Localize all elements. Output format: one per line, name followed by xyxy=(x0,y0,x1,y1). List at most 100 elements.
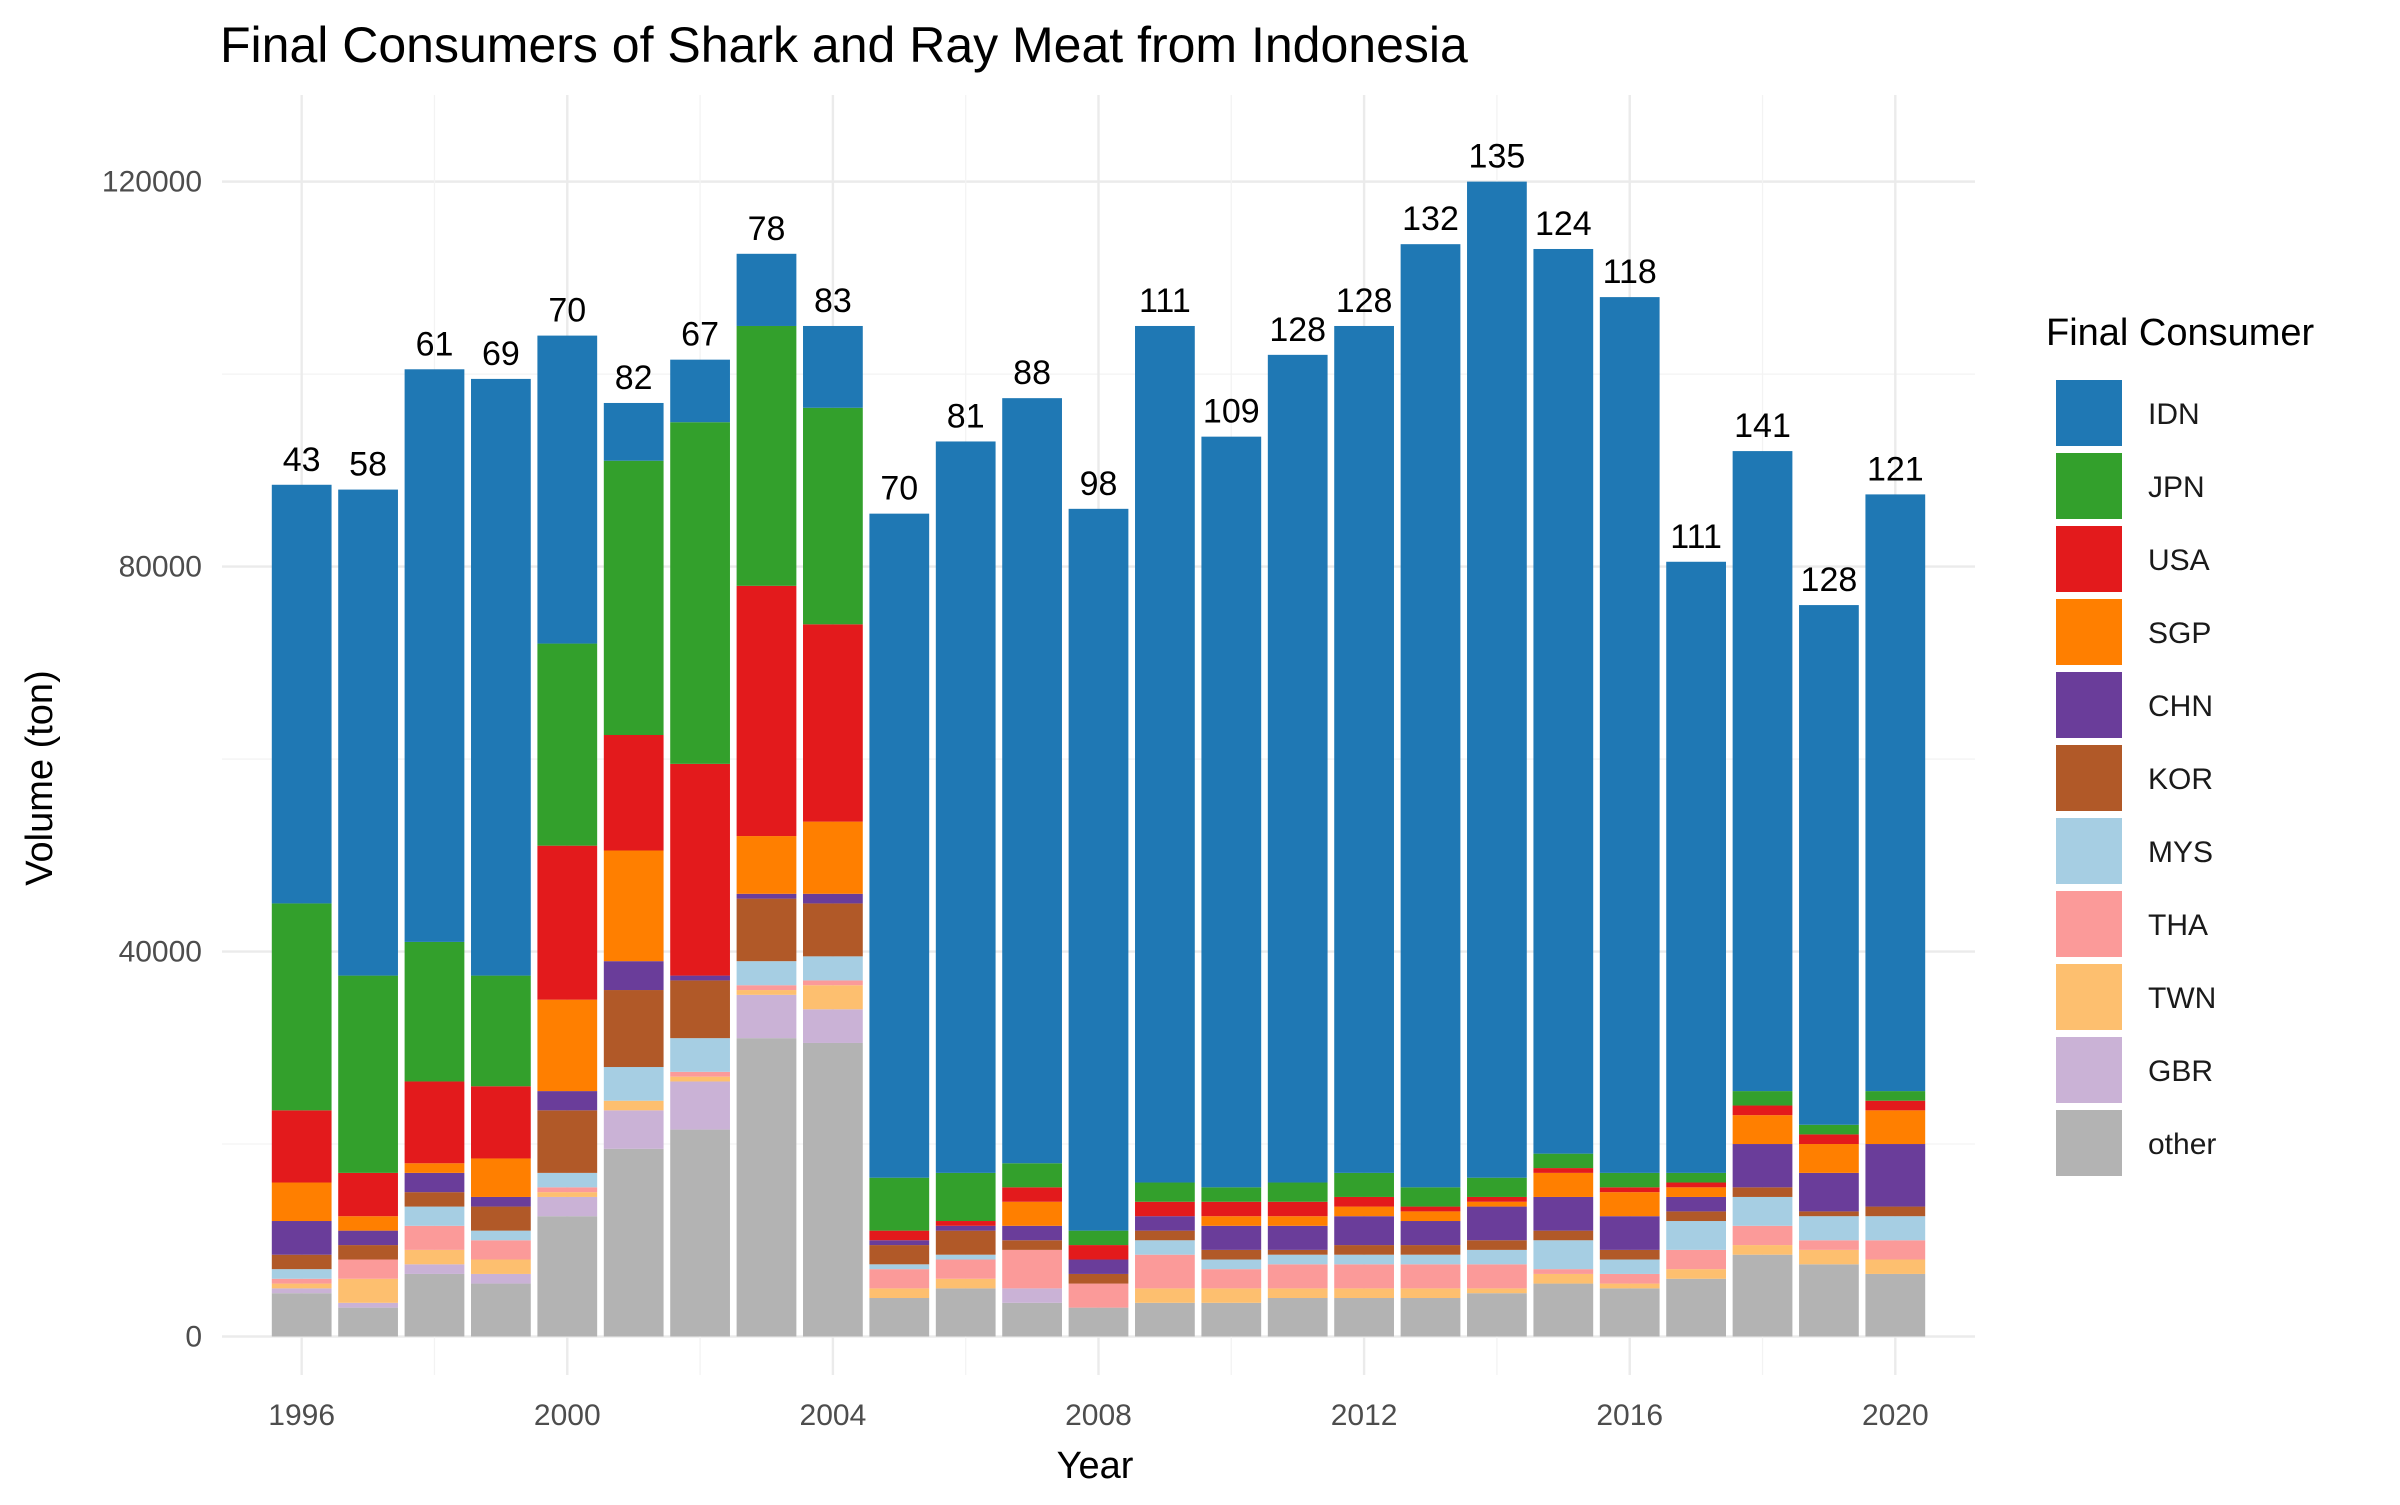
bar-segment-idn-2013 xyxy=(1400,244,1461,1188)
legend-title: Final Consumer xyxy=(2046,312,2315,354)
legend-item-chn: CHN xyxy=(2056,672,2213,738)
bar-segment-other-2008 xyxy=(1068,1307,1129,1337)
bar-segment-twn-2019 xyxy=(1799,1249,1859,1265)
bar-segment-mys-2006 xyxy=(935,1254,996,1260)
bar-segment-idn-2018 xyxy=(1732,451,1793,1092)
bar-segment-usa-2010 xyxy=(1201,1201,1262,1217)
x-tick-label: 2012 xyxy=(1331,1399,1398,1432)
x-tick-label: 2016 xyxy=(1596,1399,1663,1432)
bar-segment-jpn-2005 xyxy=(869,1177,930,1231)
bar-segment-mys-1996 xyxy=(271,1269,332,1279)
bar-segment-other-2006 xyxy=(935,1288,996,1337)
bar-segment-other-2000 xyxy=(537,1216,598,1337)
bar-segment-tha-1996 xyxy=(271,1278,332,1284)
bar-segment-gbr-2002 xyxy=(670,1081,730,1130)
bar-segment-sgp-2012 xyxy=(1334,1206,1394,1217)
bar-segment-chn-1999 xyxy=(471,1196,531,1207)
bar-segment-usa-2000 xyxy=(537,845,598,1000)
bar-segment-idn-2001 xyxy=(603,402,664,461)
bar-segment-idn-1999 xyxy=(471,378,531,976)
bar-segment-usa-2002 xyxy=(670,763,730,976)
bar-segment-mys-2015 xyxy=(1533,1240,1594,1270)
bar-segment-chn-2008 xyxy=(1068,1259,1129,1274)
x-tick-label: 2000 xyxy=(534,1399,601,1432)
x-tick-label: 2004 xyxy=(800,1399,867,1432)
legend-swatch-tha xyxy=(2056,891,2122,957)
legend-label: USA xyxy=(2148,544,2210,577)
bar-segment-idn-1997 xyxy=(338,489,398,976)
bar-segment-chn-2009 xyxy=(1135,1216,1195,1231)
bar-segment-tha-1999 xyxy=(471,1240,531,1260)
bar-segment-usa-2018 xyxy=(1732,1105,1793,1116)
y-tick-label: 80000 xyxy=(119,551,202,584)
bar-segment-kor-2012 xyxy=(1334,1245,1394,1255)
bar-segment-jpn-1998 xyxy=(404,941,465,1082)
bar-segment-idn-2006 xyxy=(935,441,996,1173)
bar-segment-tha-2017 xyxy=(1666,1249,1726,1270)
bar-segment-mys-2019 xyxy=(1799,1216,1859,1241)
bar-label-2012: 128 xyxy=(1336,282,1393,320)
bar-segment-chn-2011 xyxy=(1267,1225,1328,1250)
bar-segment-idn-2019 xyxy=(1799,605,1859,1125)
bar-segment-usa-2001 xyxy=(603,735,664,851)
bar-segment-mys-2011 xyxy=(1267,1254,1328,1265)
bar-segment-tha-2005 xyxy=(869,1269,930,1289)
bar-segment-kor-2013 xyxy=(1400,1245,1461,1255)
bar-segment-twn-2016 xyxy=(1599,1283,1660,1289)
bar-segment-usa-2003 xyxy=(736,585,797,837)
bar-segment-chn-2013 xyxy=(1400,1221,1461,1246)
bar-segment-sgp-2000 xyxy=(537,999,598,1092)
legend-label: IDN xyxy=(2148,398,2200,431)
bar-segment-usa-2004 xyxy=(803,624,863,822)
bar-label-2002: 67 xyxy=(681,316,719,354)
bar-segment-kor-2006 xyxy=(935,1230,996,1255)
bar-segment-jpn-2018 xyxy=(1732,1091,1793,1106)
bar-segment-usa-1998 xyxy=(404,1081,465,1164)
bar-segment-twn-1998 xyxy=(404,1249,465,1265)
bar-segment-usa-1996 xyxy=(271,1110,332,1183)
bar-segment-kor-2000 xyxy=(537,1110,598,1173)
bar-segment-mys-2000 xyxy=(537,1172,598,1188)
bar-segment-jpn-2014 xyxy=(1467,1177,1527,1197)
bar-segment-chn-1996 xyxy=(271,1221,332,1255)
bar-segment-sgp-2014 xyxy=(1467,1201,1527,1207)
bar-segment-usa-2007 xyxy=(1002,1187,1062,1202)
bar-segment-tha-2020 xyxy=(1865,1240,1926,1260)
bar-segment-usa-2016 xyxy=(1599,1187,1660,1193)
legend-swatch-other xyxy=(2056,1110,2122,1176)
bar-segment-other-2009 xyxy=(1135,1302,1195,1337)
legend-item-sgp: SGP xyxy=(2056,599,2211,665)
legend-swatch-twn xyxy=(2056,964,2122,1030)
bar-segment-usa-2008 xyxy=(1068,1245,1129,1260)
bar-segment-other-2013 xyxy=(1400,1298,1461,1337)
bar-label-2007: 88 xyxy=(1013,354,1051,392)
bar-label-1999: 69 xyxy=(482,335,520,373)
bar-segment-twn-2012 xyxy=(1334,1288,1394,1299)
bar-segment-usa-2019 xyxy=(1799,1134,1859,1145)
legend-item-kor: KOR xyxy=(2056,745,2213,811)
y-axis-title: Volume (ton) xyxy=(19,670,61,885)
bar-segment-tha-2019 xyxy=(1799,1240,1859,1250)
bar-segment-jpn-1999 xyxy=(471,975,531,1087)
bar-segment-kor-2003 xyxy=(736,898,797,962)
bar-segment-jpn-2008 xyxy=(1068,1230,1129,1246)
bar-segment-jpn-2019 xyxy=(1799,1124,1859,1135)
bar-segment-twn-1996 xyxy=(271,1283,332,1289)
bar-segment-jpn-2002 xyxy=(670,422,730,764)
bar-segment-other-2019 xyxy=(1799,1264,1859,1337)
bar-labels: 43 58 61 69 70 82 67 78 83 70 81 88 98 111 109 128 128 13… xyxy=(283,138,1924,599)
bar-segment-twn-2009 xyxy=(1135,1288,1195,1303)
legend: IDN JPN USA SGP CHN KOR MYS THA TWN GBR other xyxy=(2056,380,2216,1176)
bar-segment-tha-2012 xyxy=(1334,1264,1394,1289)
bar-segment-chn-2007 xyxy=(1002,1225,1062,1241)
bar-segment-idn-2010 xyxy=(1201,436,1262,1188)
bar-segment-jpn-2015 xyxy=(1533,1153,1594,1169)
bar-segment-other-2014 xyxy=(1467,1293,1527,1337)
bar-segment-tha-2002 xyxy=(670,1071,730,1077)
bar-segment-usa-2015 xyxy=(1533,1168,1594,1173)
legend-item-idn: IDN xyxy=(2056,380,2200,446)
bar-segment-chn-2010 xyxy=(1201,1225,1262,1250)
bar-segment-kor-2010 xyxy=(1201,1249,1262,1260)
bar-segment-idn-2000 xyxy=(537,335,598,644)
